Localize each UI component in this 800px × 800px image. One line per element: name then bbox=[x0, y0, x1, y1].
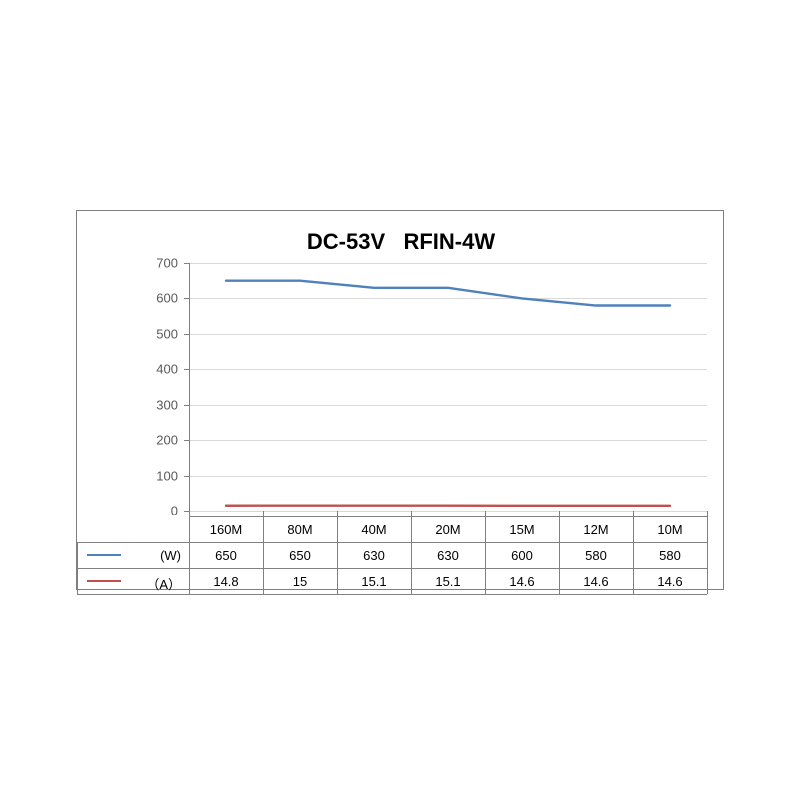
y-tick-label: 200 bbox=[156, 433, 178, 448]
table-cell: 15.1 bbox=[361, 574, 386, 589]
table-cell: 600 bbox=[511, 548, 533, 563]
y-tick-label: 500 bbox=[156, 326, 178, 341]
table-hline bbox=[77, 568, 707, 569]
y-tick-label: 400 bbox=[156, 362, 178, 377]
table-cell: 580 bbox=[585, 548, 607, 563]
table-vline bbox=[485, 516, 486, 594]
y-tick-label: 600 bbox=[156, 291, 178, 306]
legend-swatch-A bbox=[87, 580, 121, 582]
gridline bbox=[189, 511, 707, 512]
table-vline bbox=[707, 516, 708, 594]
table-cell: 630 bbox=[363, 548, 385, 563]
x-category-label: 10M bbox=[657, 522, 682, 537]
x-category-label: 20M bbox=[435, 522, 460, 537]
gridline bbox=[189, 298, 707, 299]
table-corner-blank bbox=[77, 515, 189, 517]
table-vline bbox=[411, 516, 412, 594]
gridline bbox=[189, 405, 707, 406]
x-category-label: 80M bbox=[287, 522, 312, 537]
gridline bbox=[189, 440, 707, 441]
table-vline bbox=[77, 542, 78, 594]
x-category-label: 40M bbox=[361, 522, 386, 537]
x-category-label: 12M bbox=[583, 522, 608, 537]
y-axis bbox=[189, 263, 190, 511]
gridline bbox=[189, 476, 707, 477]
table-vline bbox=[263, 516, 264, 594]
gridline bbox=[189, 334, 707, 335]
chart-title: DC-53V RFIN-4W bbox=[77, 229, 725, 255]
y-tick-label: 100 bbox=[156, 468, 178, 483]
table-hline bbox=[77, 594, 707, 595]
x-category-label: 160M bbox=[210, 522, 243, 537]
table-vline bbox=[337, 516, 338, 594]
page: { "panel": { "x": 76, "y": 210, "w": 648… bbox=[0, 0, 800, 800]
table-cell: 630 bbox=[437, 548, 459, 563]
table-hline bbox=[77, 542, 707, 543]
table-cell: 580 bbox=[659, 548, 681, 563]
table-cell: 650 bbox=[215, 548, 237, 563]
y-tick-label: 300 bbox=[156, 397, 178, 412]
table-cell: 14.6 bbox=[583, 574, 608, 589]
table-cell: 15.1 bbox=[435, 574, 460, 589]
x-category-label: 15M bbox=[509, 522, 534, 537]
table-cell: 14.6 bbox=[509, 574, 534, 589]
legend-label-W: (W) bbox=[160, 548, 181, 563]
chart-panel: DC-53V RFIN-4W 0100200300400500600700160… bbox=[76, 210, 724, 590]
legend-label-A: （A） bbox=[146, 574, 181, 593]
table-cell: 15 bbox=[293, 574, 307, 589]
gridline bbox=[189, 369, 707, 370]
legend-swatch-W bbox=[87, 554, 121, 556]
gridline bbox=[189, 263, 707, 264]
table-vline bbox=[189, 516, 190, 594]
y-tick-label: 700 bbox=[156, 256, 178, 271]
table-cell: 14.8 bbox=[213, 574, 238, 589]
table-vline bbox=[633, 516, 634, 594]
table-cell: 14.6 bbox=[657, 574, 682, 589]
series-line-W bbox=[226, 281, 670, 306]
table-cell: 650 bbox=[289, 548, 311, 563]
table-vline bbox=[559, 516, 560, 594]
